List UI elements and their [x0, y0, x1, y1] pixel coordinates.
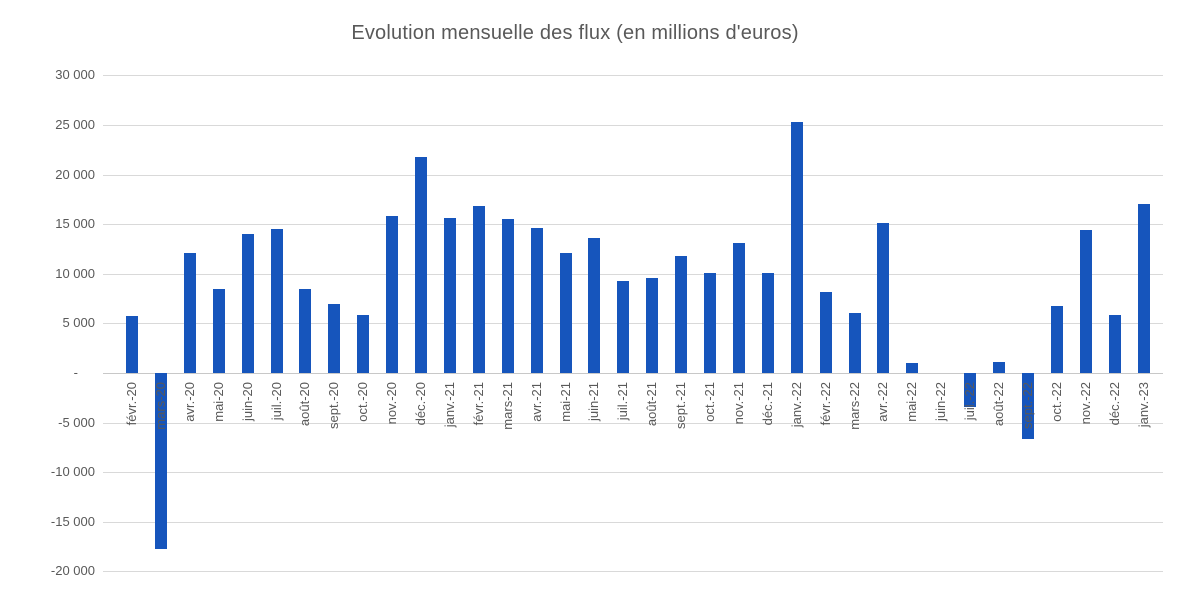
y-axis-tick-label: - [73, 365, 78, 380]
x-axis-label: nov.-22 [1077, 382, 1093, 425]
x-axis-label: sept.-21 [673, 382, 689, 429]
x-axis-label: mai-22 [904, 382, 920, 422]
bar-janv.-22 [790, 122, 803, 373]
bar-août-22 [993, 362, 1005, 373]
bar-mars-20 [154, 373, 167, 549]
y-axis-tick-label: 20 000 [55, 166, 95, 182]
gridline [103, 224, 1163, 226]
bar-janv.-21 [443, 218, 456, 373]
bar-févr.-20 [126, 315, 138, 373]
bar-mars-22 [848, 312, 861, 373]
x-axis-label: mai-20 [210, 382, 226, 422]
chart-title: Evolution mensuelle des flux (en million… [351, 22, 799, 44]
x-axis-label: mars-22 [846, 382, 862, 430]
x-axis-label: déc.-22 [1106, 382, 1122, 426]
bar-nov.-21 [732, 243, 745, 373]
bar-janv.-23 [1137, 204, 1150, 373]
x-axis-label: déc.-20 [413, 382, 428, 426]
x-axis-label: mai-21 [557, 382, 573, 422]
x-axis-label: févr.-21 [470, 382, 486, 426]
x-axis-label: avr.-22 [875, 382, 891, 422]
y-axis-tick-label: 30 000 [55, 67, 95, 83]
bar-juil.-20 [270, 229, 283, 373]
x-axis-label: août-22 [991, 382, 1006, 427]
y-axis-tick-label: 25 000 [55, 117, 95, 132]
bar-mars-21 [501, 219, 514, 373]
bar-juin-20 [241, 234, 254, 373]
x-axis-label: juil.-21 [615, 382, 631, 421]
x-axis-label: janv.-22 [788, 382, 804, 428]
x-axis-label: janv.-23 [1135, 382, 1151, 428]
y-axis-tick-label: -15 000 [50, 513, 95, 529]
x-axis-label: févr.-22 [817, 382, 833, 426]
bar-nov.-22 [1079, 230, 1092, 373]
gridline [103, 174, 1163, 176]
bar-août-20 [299, 288, 312, 373]
x-axis-label: juin-22 [933, 382, 949, 422]
bar-févr.-22 [819, 291, 832, 373]
bar-déc.-20 [415, 156, 427, 373]
y-axis-tick-label: 15 000 [55, 216, 95, 232]
y-axis-tick-label: 10 000 [55, 265, 95, 281]
x-axis-label: janv.-21 [441, 382, 457, 428]
x-axis-label: avr.-21 [528, 382, 544, 422]
x-axis-label: août-20 [297, 382, 313, 427]
bar-févr.-21 [472, 206, 485, 373]
bar-sept.-22 [1021, 373, 1034, 439]
x-axis-label: nov.-20 [384, 382, 400, 425]
bar-juil.-22 [964, 373, 977, 407]
bar-oct.-22 [1050, 305, 1063, 373]
gridline [103, 323, 1163, 325]
x-axis-label: juil.-22 [962, 382, 978, 421]
bar-avr.-20 [183, 253, 196, 373]
bar-oct.-21 [704, 272, 716, 373]
x-axis-label: juin-20 [239, 382, 255, 422]
bar-août-21 [646, 277, 659, 373]
gridline [103, 273, 1163, 275]
bar-déc.-22 [1108, 314, 1121, 373]
gridline [103, 571, 1163, 573]
bar-nov.-20 [386, 216, 399, 373]
gridline [103, 472, 1163, 474]
bar-juin-21 [588, 238, 601, 373]
x-axis-label: sept.-20 [326, 382, 342, 429]
gridline [103, 521, 1163, 523]
x-axis-label: juin-21 [586, 382, 602, 422]
bar-sept.-20 [328, 303, 341, 373]
y-axis-tick-label: -5 000 [58, 414, 95, 430]
bar-mai-22 [906, 363, 919, 373]
x-axis-label: oct.-20 [355, 382, 371, 422]
x-axis-label: oct.-22 [1048, 382, 1064, 422]
bar-déc.-21 [761, 272, 774, 373]
gridline [103, 75, 1163, 77]
gridline [103, 125, 1163, 126]
bar-oct.-20 [357, 314, 370, 373]
x-axis-label: oct.-21 [702, 382, 717, 422]
x-axis-line [103, 373, 1163, 374]
x-axis-label: mars-20 [152, 382, 168, 430]
bar-sept.-21 [675, 255, 688, 373]
y-axis-tick-label: -20 000 [50, 563, 95, 579]
x-axis-label: mars-21 [499, 382, 515, 430]
x-axis-label: févr.-20 [124, 382, 139, 426]
y-axis-tick-label: 5 000 [62, 315, 95, 331]
x-axis-label: août-21 [644, 382, 660, 427]
y-axis-tick-label: -10 000 [50, 464, 95, 480]
bar-avr.-21 [530, 228, 543, 373]
gridline [103, 422, 1163, 424]
x-axis-label: avr.-20 [181, 382, 197, 422]
bar-mai-21 [559, 253, 572, 373]
x-axis-label: déc.-21 [759, 382, 775, 426]
x-axis-label: juil.-20 [268, 382, 284, 421]
bar-avr.-22 [877, 223, 890, 373]
x-axis-label: sept.-22 [1019, 382, 1035, 429]
bar-mai-20 [212, 288, 225, 373]
x-axis-label: nov.-21 [730, 382, 746, 425]
bar-juil.-21 [617, 280, 630, 373]
